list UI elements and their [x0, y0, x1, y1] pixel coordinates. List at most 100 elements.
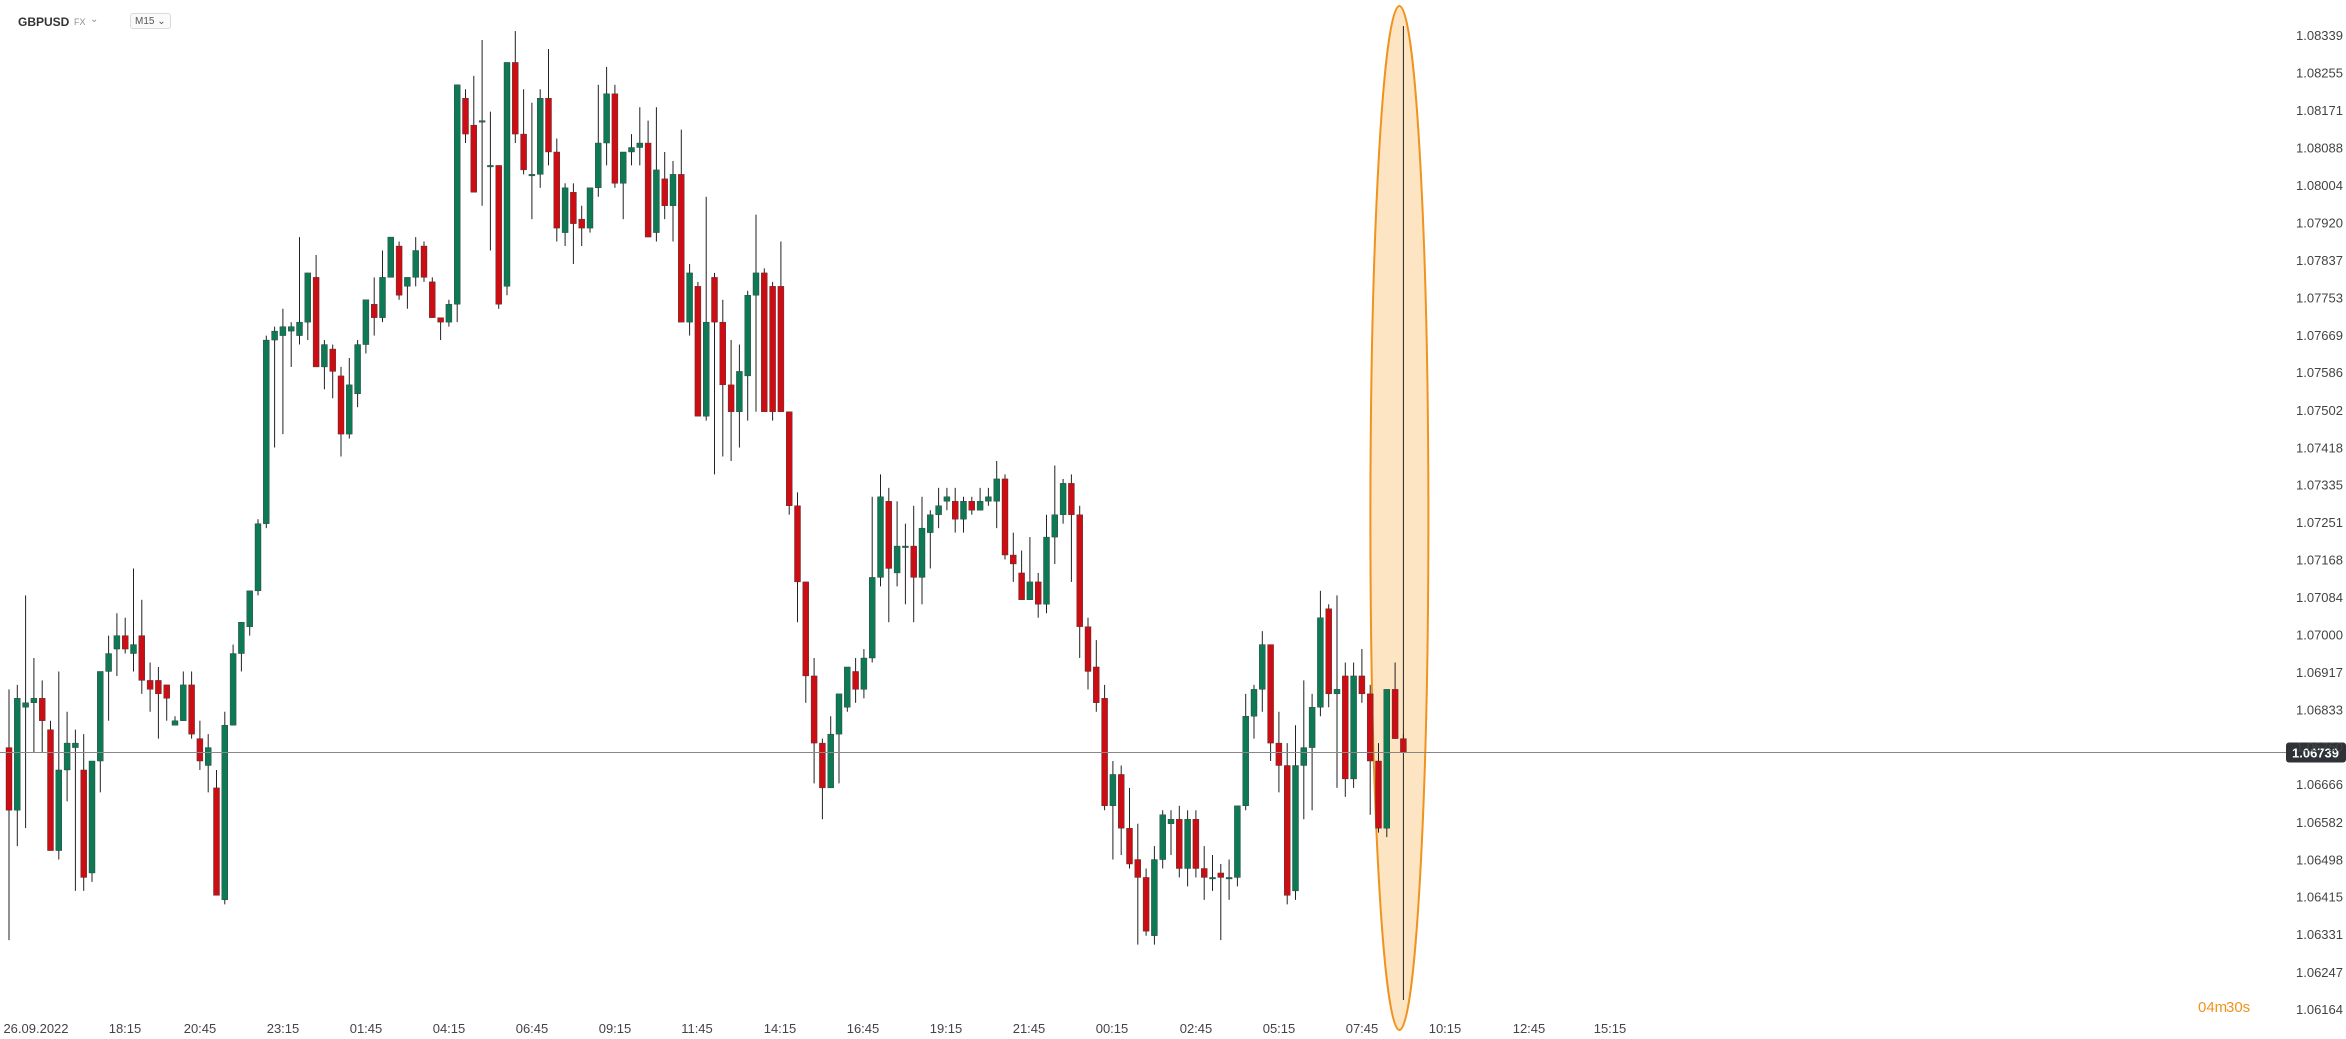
candle[interactable] [213, 769, 220, 896]
candle[interactable] [1350, 662, 1357, 788]
candle[interactable] [586, 187, 594, 233]
candle[interactable] [1176, 805, 1183, 878]
candle[interactable] [304, 272, 311, 341]
candle[interactable] [478, 40, 486, 206]
candle[interactable] [39, 680, 46, 753]
candle[interactable] [1259, 631, 1266, 712]
candle[interactable] [1250, 684, 1258, 739]
candle[interactable] [163, 684, 170, 721]
candle[interactable] [1076, 505, 1083, 659]
candle[interactable] [636, 107, 643, 166]
candle[interactable] [611, 84, 619, 188]
candle[interactable] [346, 357, 353, 439]
candle[interactable] [661, 151, 668, 220]
candle[interactable] [918, 496, 926, 605]
candle[interactable] [752, 214, 760, 412]
candle[interactable] [487, 111, 494, 251]
candle[interactable] [429, 277, 436, 318]
candle[interactable] [1292, 725, 1299, 900]
candle[interactable] [952, 487, 959, 533]
candle[interactable] [960, 496, 967, 533]
candle[interactable] [412, 237, 419, 287]
candle[interactable] [528, 102, 536, 220]
candle[interactable] [221, 711, 229, 905]
candle[interactable] [802, 581, 809, 703]
candle[interactable] [337, 366, 345, 457]
candle[interactable] [1375, 743, 1382, 833]
candle[interactable] [885, 487, 892, 623]
candle[interactable] [877, 474, 884, 587]
candle[interactable] [5, 689, 13, 941]
candle[interactable] [188, 671, 195, 739]
candle[interactable] [470, 75, 477, 193]
candle[interactable] [553, 138, 560, 242]
candle[interactable] [63, 711, 71, 802]
candle[interactable] [437, 317, 444, 341]
candle[interactable] [47, 720, 54, 851]
candle[interactable] [22, 595, 29, 829]
candle[interactable] [1142, 868, 1150, 936]
candle[interactable] [387, 236, 394, 278]
candle[interactable] [935, 487, 942, 529]
candle[interactable] [113, 613, 121, 676]
candle[interactable] [537, 89, 544, 188]
candle[interactable] [603, 66, 610, 166]
candle[interactable] [669, 160, 677, 242]
candle[interactable] [1059, 478, 1067, 524]
candle[interactable] [1325, 604, 1332, 708]
candle[interactable] [1117, 765, 1125, 856]
candle[interactable] [379, 250, 386, 323]
candle[interactable] [910, 505, 917, 623]
candle[interactable] [329, 344, 336, 399]
candle[interactable] [1018, 550, 1025, 601]
candle[interactable] [146, 662, 154, 712]
candle[interactable] [653, 107, 660, 242]
candle[interactable] [1043, 514, 1050, 614]
candle[interactable] [1192, 810, 1200, 878]
candle[interactable] [711, 272, 718, 475]
candle[interactable] [1134, 823, 1142, 945]
candle[interactable] [263, 335, 270, 529]
candle[interactable] [620, 151, 627, 220]
candle[interactable] [703, 196, 710, 421]
candle[interactable] [454, 84, 461, 323]
candle[interactable] [819, 738, 826, 820]
candle[interactable] [204, 734, 212, 793]
candle[interactable] [1267, 644, 1274, 762]
candle[interactable] [869, 496, 876, 663]
symbol-label[interactable]: GBPUSD [18, 15, 70, 29]
candle[interactable] [30, 658, 38, 753]
candle[interactable] [644, 120, 652, 238]
candle[interactable] [171, 716, 179, 726]
candle[interactable] [686, 263, 693, 336]
candle[interactable] [238, 621, 245, 672]
candle[interactable] [130, 568, 137, 672]
candle[interactable] [14, 684, 21, 847]
candle[interactable] [395, 241, 403, 300]
candle[interactable] [1283, 743, 1291, 905]
candle[interactable] [902, 523, 909, 605]
candle[interactable] [362, 299, 370, 354]
candle[interactable] [246, 590, 253, 636]
candle[interactable] [810, 658, 818, 784]
candle[interactable] [445, 299, 453, 327]
candle[interactable] [777, 241, 785, 412]
candle[interactable] [271, 326, 278, 448]
candle[interactable] [985, 487, 992, 506]
candle[interactable] [520, 89, 527, 175]
candle[interactable] [1151, 846, 1158, 945]
candle[interactable] [1026, 537, 1034, 601]
candle[interactable] [1126, 787, 1133, 869]
candle[interactable] [943, 487, 951, 511]
candle[interactable] [1200, 846, 1208, 900]
candle[interactable] [1068, 474, 1075, 582]
candle[interactable] [993, 460, 1000, 529]
candle[interactable] [254, 519, 262, 596]
candle[interactable] [719, 299, 726, 457]
candle[interactable] [968, 496, 975, 515]
candle[interactable] [694, 281, 702, 417]
candle[interactable] [678, 129, 685, 323]
candle[interactable] [1333, 595, 1341, 788]
candle[interactable] [727, 340, 735, 461]
